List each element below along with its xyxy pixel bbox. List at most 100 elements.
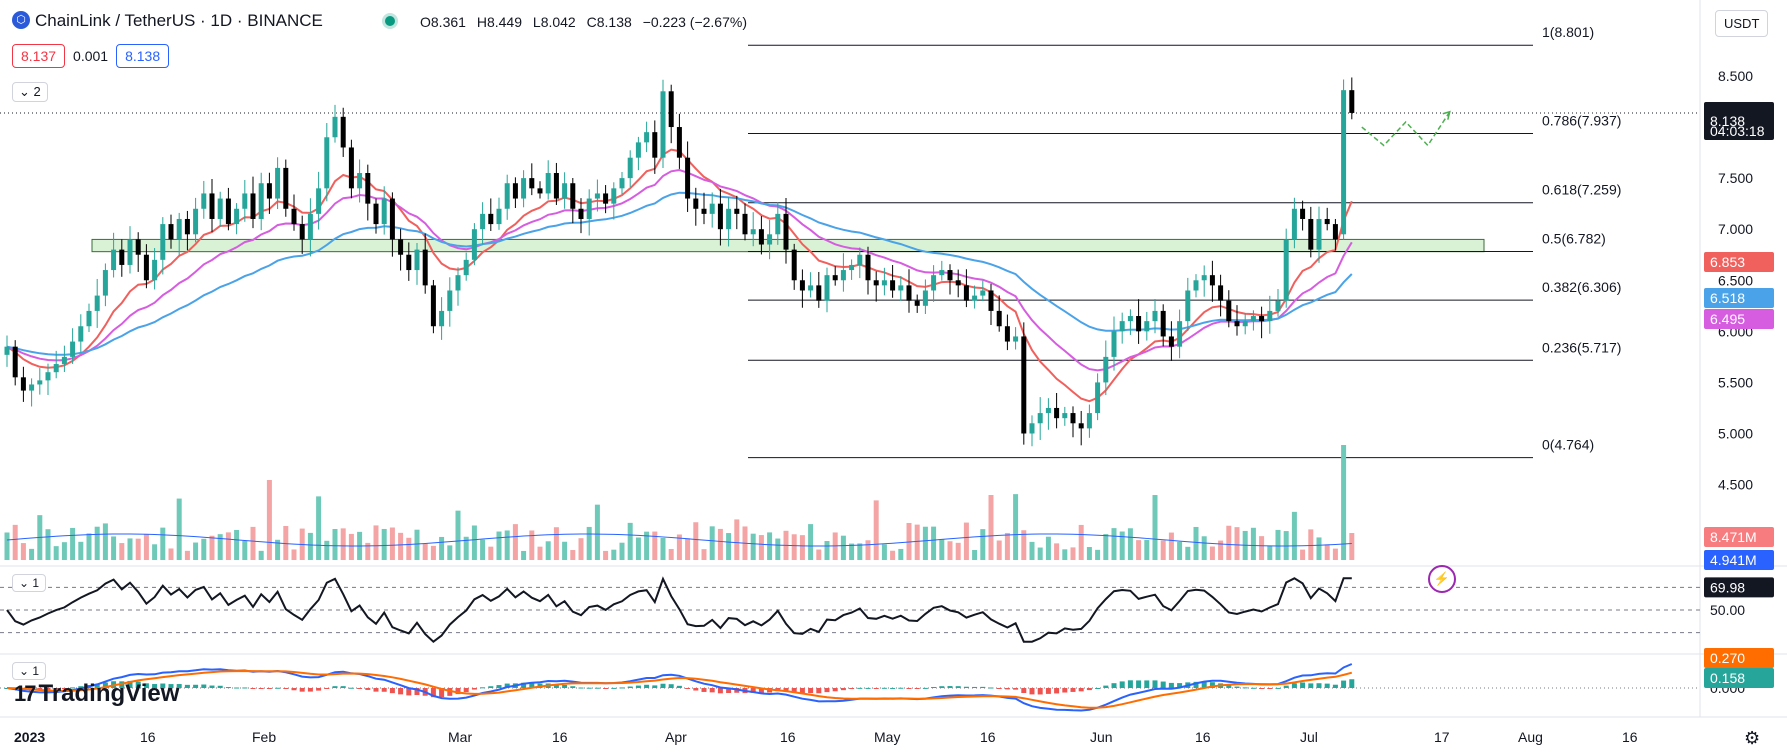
volume-bar xyxy=(1004,532,1010,560)
macd-histogram-bar xyxy=(1144,680,1150,688)
macd-histogram-bar xyxy=(61,688,67,689)
volume-bar xyxy=(365,542,371,560)
volume-bar xyxy=(750,533,756,560)
macd-pane-toggle[interactable]: ⌄ 1 xyxy=(12,662,47,680)
volume-bar xyxy=(676,534,682,560)
macd-histogram-bar xyxy=(102,682,108,688)
volume-bar xyxy=(348,533,354,560)
volume-bar xyxy=(53,546,59,560)
volume-bar xyxy=(1013,494,1019,560)
volume-bar xyxy=(258,550,264,560)
volume-bar xyxy=(619,542,625,560)
tradingview-logo[interactable]: 17 TradingView xyxy=(14,680,179,708)
macd-histogram-bar xyxy=(963,686,969,688)
macd-histogram-bar xyxy=(594,687,600,689)
lightning-icon[interactable]: ⚡ xyxy=(1428,565,1456,593)
volume-bar xyxy=(275,539,281,560)
candle-body xyxy=(152,259,158,281)
ema-slow-value-tag: 6.518 xyxy=(1710,290,1745,306)
volume-bar xyxy=(865,540,871,560)
macd-histogram-bar xyxy=(947,686,953,688)
volume-bar xyxy=(791,534,797,560)
volume-bar xyxy=(340,528,346,560)
currency-select[interactable]: USDT xyxy=(1715,10,1769,37)
candle-body xyxy=(775,213,781,235)
macd-histogram-bar xyxy=(447,688,453,696)
candle-body xyxy=(439,310,445,327)
candle-body xyxy=(578,208,584,219)
macd-histogram-bar xyxy=(1013,688,1019,690)
indicators-toggle[interactable]: ⌄ 2 xyxy=(12,82,48,102)
macd-histogram-bar xyxy=(184,684,190,688)
macd-histogram-bar xyxy=(898,687,904,689)
ohlc-close-value: 8.138 xyxy=(596,14,632,30)
macd-histogram-bar xyxy=(1078,688,1084,692)
macd-histogram-bar xyxy=(996,688,1002,689)
macd-histogram-bar xyxy=(1300,682,1306,688)
time-tick-label: 16 xyxy=(1195,729,1211,745)
candle-body xyxy=(455,275,461,291)
candle-body xyxy=(767,234,773,245)
candle-body xyxy=(603,193,609,204)
candle-body xyxy=(562,183,568,199)
volume-bar xyxy=(849,543,855,560)
candle-body xyxy=(676,127,682,158)
macd-histogram-bar xyxy=(242,687,248,689)
price-tick-label: 7.000 xyxy=(1718,221,1753,237)
volume-bar xyxy=(184,550,190,560)
volume-bar xyxy=(586,526,592,560)
candle-body xyxy=(1013,336,1019,342)
macd-histogram-bar xyxy=(1086,688,1092,691)
ohlc-close-key: C xyxy=(586,14,597,30)
candle-body xyxy=(389,198,395,240)
volume-bar xyxy=(955,542,961,560)
macd-histogram-bar xyxy=(53,688,59,690)
gear-icon[interactable]: ⚙ xyxy=(1744,728,1761,748)
volume-bar xyxy=(283,526,289,560)
candle-body xyxy=(783,213,789,250)
candle-body xyxy=(750,229,756,235)
volume-bar xyxy=(1308,529,1314,560)
ohlc-change-value: −0.223 (−2.67%) xyxy=(642,14,747,30)
volume-bar xyxy=(1136,540,1142,560)
candle-body xyxy=(758,229,764,245)
volume-bar xyxy=(307,532,313,560)
macd-histogram-bar xyxy=(562,684,568,688)
volume-bar xyxy=(521,550,527,560)
candle-body xyxy=(1291,208,1297,240)
volume-bar xyxy=(635,537,641,560)
volume-bar xyxy=(1234,527,1240,560)
time-tick-label: Feb xyxy=(252,729,276,745)
ema-fast-line xyxy=(6,148,1353,403)
candle-body xyxy=(685,157,691,199)
volume-bar xyxy=(529,530,535,560)
volume-bar xyxy=(1259,536,1265,560)
volume-bar xyxy=(1045,536,1051,560)
volume-bar xyxy=(840,535,846,560)
macd-histogram-bar xyxy=(865,687,871,689)
macd-histogram-bar xyxy=(1275,687,1281,689)
rsi-pane-toggle[interactable]: ⌄ 1 xyxy=(12,574,47,592)
macd-histogram-bar xyxy=(1111,683,1117,688)
sell-price-button[interactable]: 8.137 xyxy=(12,44,66,68)
volume-bar xyxy=(701,549,707,560)
candle-body xyxy=(258,183,264,219)
ema-mid-value-tag: 6.495 xyxy=(1710,311,1745,327)
candle-body xyxy=(193,208,199,235)
volume-bar xyxy=(488,546,494,560)
volume-bar xyxy=(553,527,559,560)
spread-value: 0.001 xyxy=(73,48,109,64)
buy-price-button[interactable]: 8.138 xyxy=(116,44,170,68)
candle-body xyxy=(570,183,576,209)
macd-histogram-bar xyxy=(1259,688,1265,689)
volume-bar xyxy=(504,530,510,560)
candle-body xyxy=(242,193,248,209)
macd-histogram-bar xyxy=(283,688,289,689)
candle-body xyxy=(980,290,986,296)
volume-bar xyxy=(972,550,978,560)
candle-body xyxy=(447,290,453,311)
symbol-title[interactable]: ChainLink / TetherUS · 1D · BINANCE xyxy=(35,11,323,30)
volume-bar xyxy=(471,525,477,560)
macd-histogram-bar xyxy=(414,688,420,696)
